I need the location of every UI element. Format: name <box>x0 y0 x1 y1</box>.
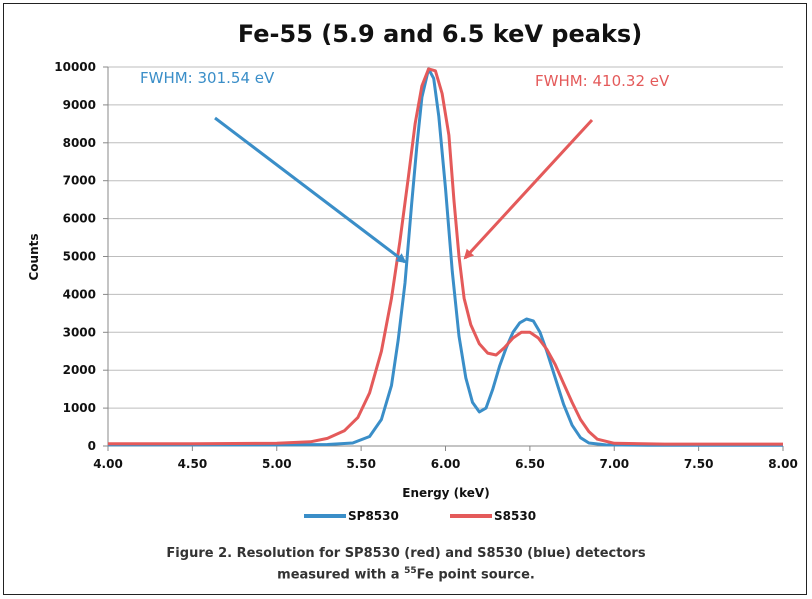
y-tick-label: 10000 <box>54 60 96 74</box>
annotation-fwhm-red: FWHM: 410.32 eV <box>535 72 670 90</box>
caption-superscript: 55 <box>404 566 417 576</box>
x-tick-label: 5.50 <box>346 457 376 471</box>
chart-title: Fe-55 (5.9 and 6.5 keV peaks) <box>238 20 642 48</box>
legend-label-sp8530: SP8530 <box>348 509 399 523</box>
y-tick-label: 7000 <box>63 174 96 188</box>
y-tick-label: 9000 <box>63 98 96 112</box>
y-tick-label: 5000 <box>63 250 96 264</box>
x-tick-label: 5.00 <box>262 457 292 471</box>
figure-caption-line2: measured with a 55Fe point source. <box>0 566 812 582</box>
x-tick-label: 6.50 <box>515 457 545 471</box>
y-tick-label: 4000 <box>63 287 96 301</box>
caption-line2-pre: measured with a <box>277 567 405 583</box>
figure-caption-line1: Figure 2. Resolution for SP8530 (red) an… <box>166 546 646 561</box>
legend-label-s8530: S8530 <box>494 509 536 523</box>
series-line-s8530 <box>108 67 783 446</box>
x-tick-label: 8.00 <box>768 457 798 471</box>
y-tick-label: 6000 <box>63 212 96 226</box>
legend: SP8530 S8530 <box>304 509 536 523</box>
series-line-sp8530 <box>108 67 783 447</box>
y-tick-label: 1000 <box>63 401 96 415</box>
caption-line2-post: Fe point source. <box>416 567 535 583</box>
x-axis-label: Energy (keV) <box>402 486 489 500</box>
annotation-fwhm-blue: FWHM: 301.54 eV <box>140 69 275 87</box>
annotation-arrow-blue <box>214 116 407 264</box>
gridlines <box>108 66 783 409</box>
y-axis-label: Counts <box>27 233 41 280</box>
x-tick-label: 7.50 <box>684 457 714 471</box>
data-series <box>108 67 783 447</box>
x-tick-label: 4.50 <box>178 457 208 471</box>
figure-frame <box>3 3 807 595</box>
y-tick-label: 8000 <box>63 136 96 150</box>
annotation-arrow-red <box>463 118 594 260</box>
y-tick-label: 2000 <box>63 363 96 377</box>
x-tick-label: 7.00 <box>599 457 629 471</box>
x-tick-label: 6.00 <box>431 457 461 471</box>
y-tick-label: 3000 <box>63 325 96 339</box>
axes: 0 1000 2000 3000 4000 5000 6000 7000 8000 9000 100… <box>54 60 798 471</box>
y-tick-label: 0 <box>88 439 96 453</box>
x-tick-label: 4.00 <box>93 457 123 471</box>
